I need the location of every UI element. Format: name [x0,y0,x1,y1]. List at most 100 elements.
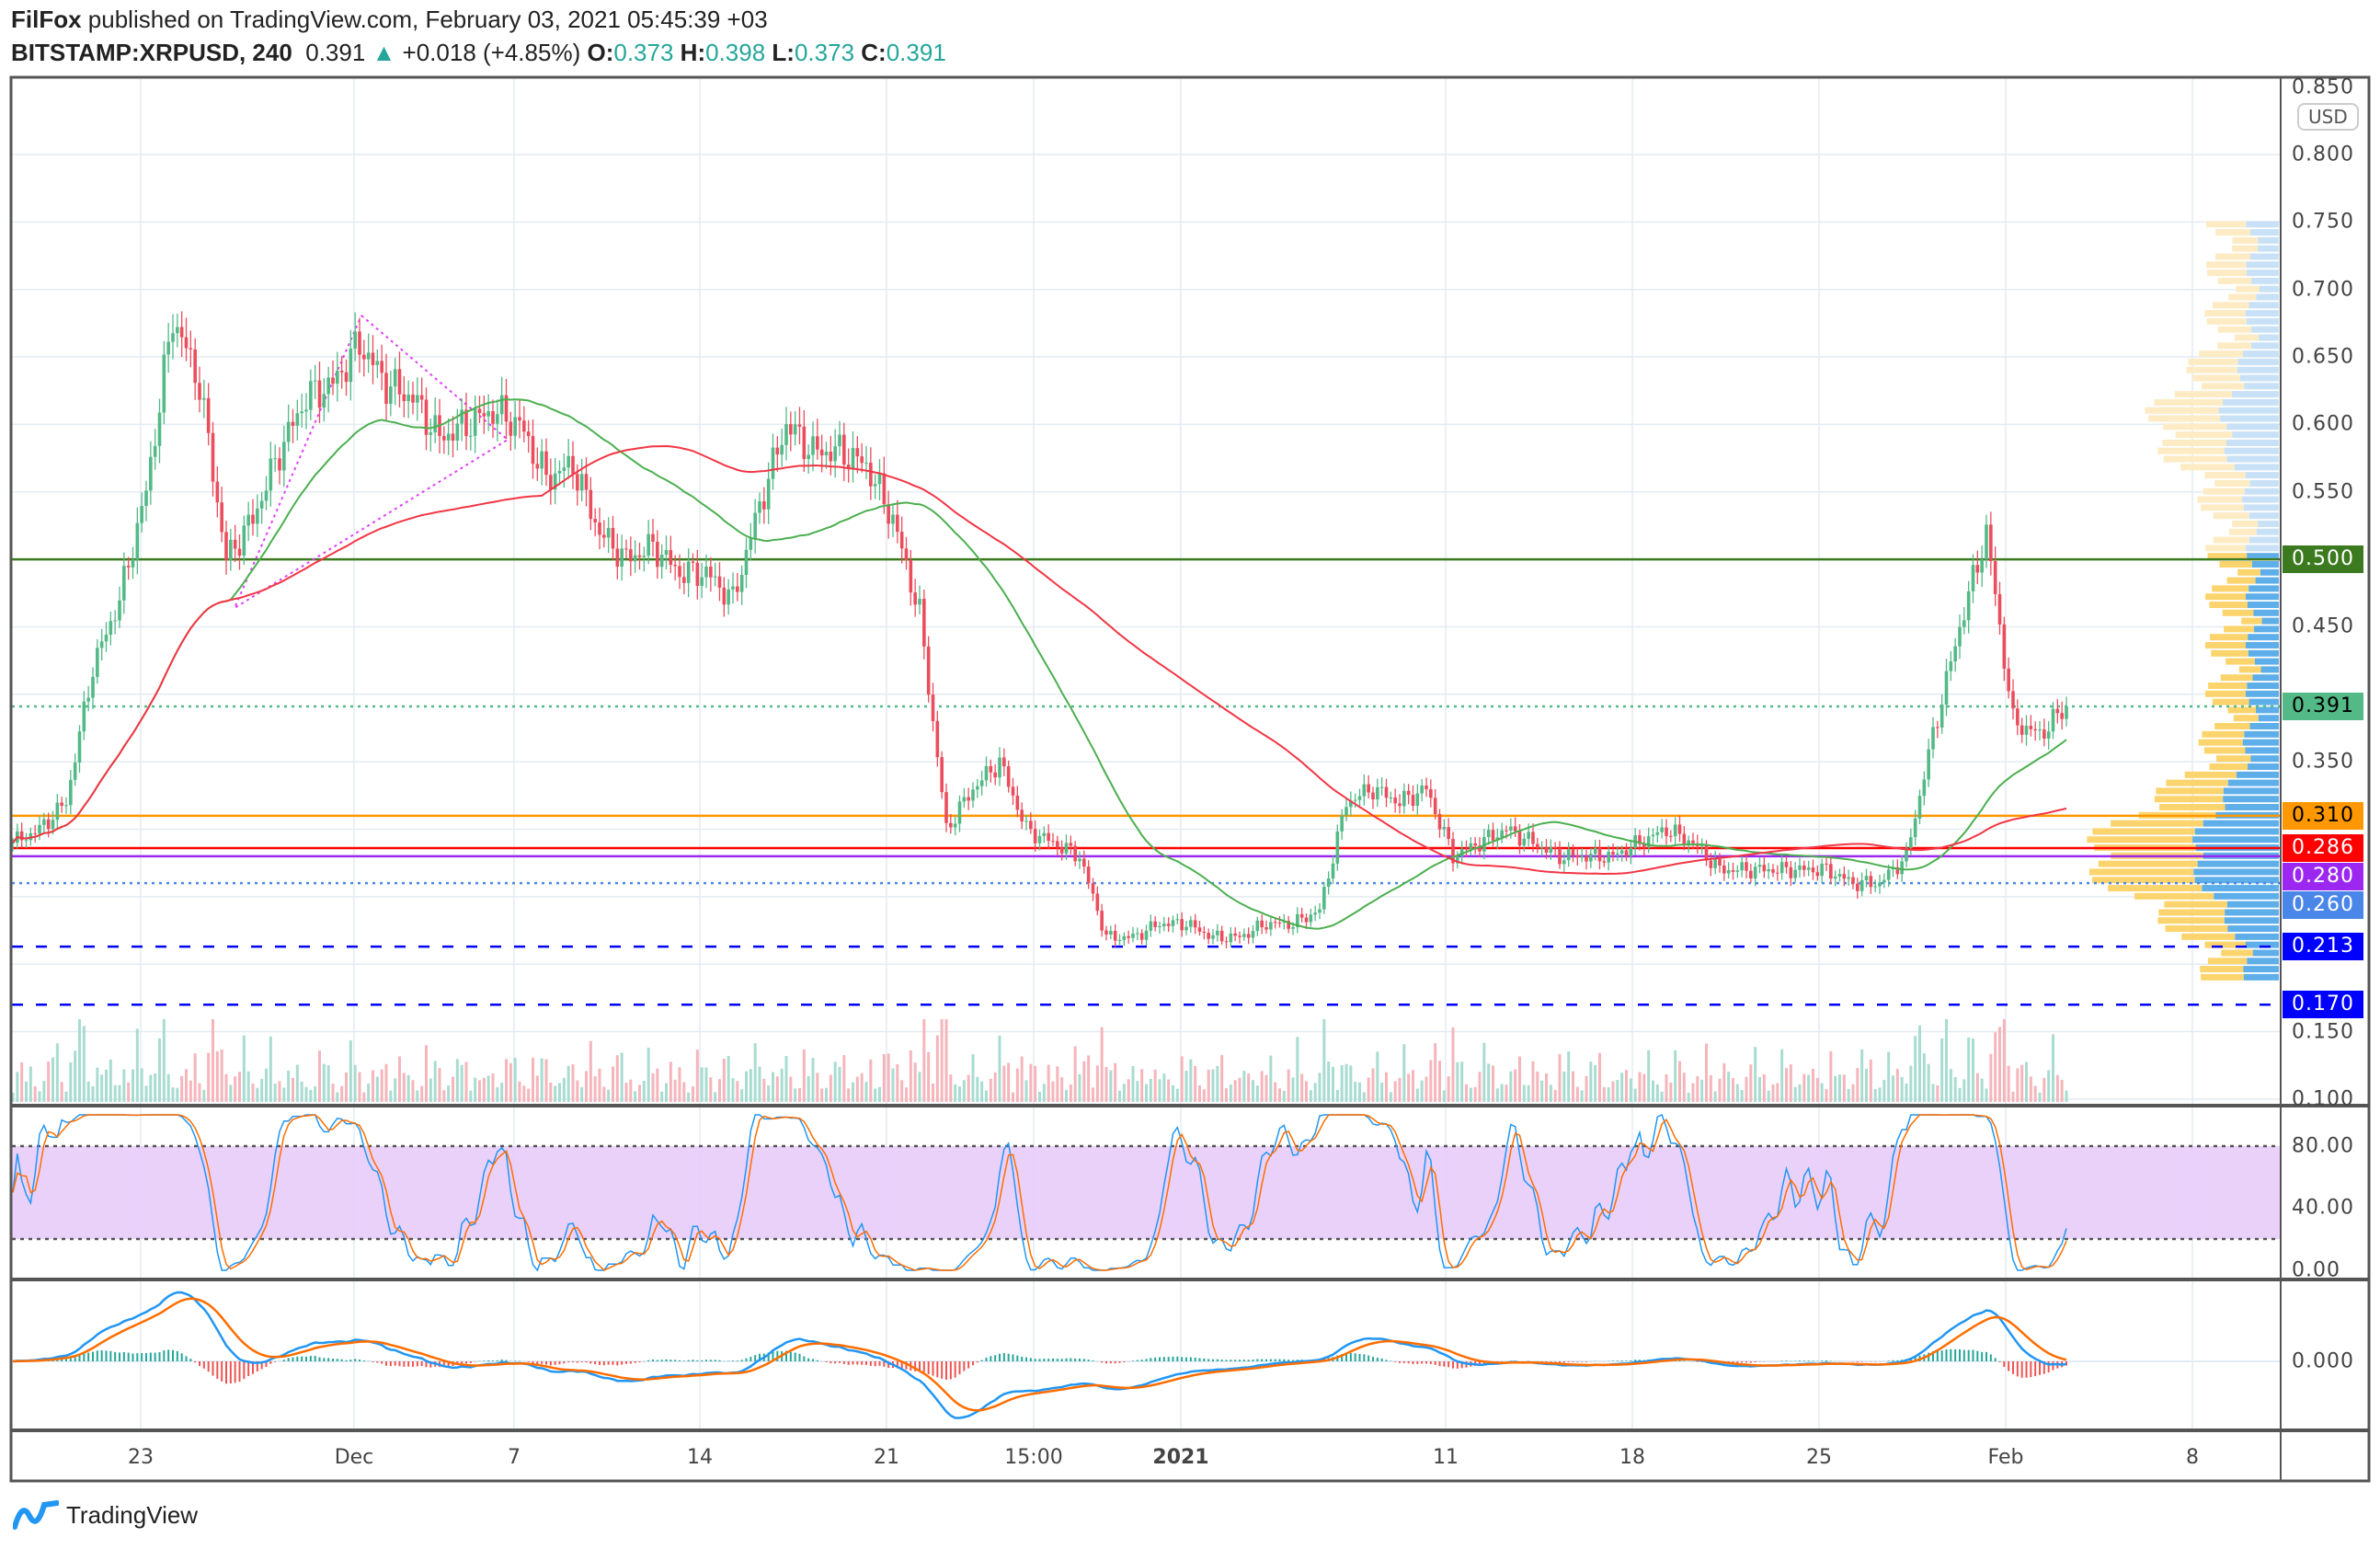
candle-body [802,426,807,460]
candle-body [1033,829,1037,843]
volume-bar [1638,1072,1642,1102]
candle-body [1793,869,1797,878]
candle-body [1024,820,1028,822]
volume-bar [1678,1061,1681,1102]
candle-body [553,473,557,490]
candle-body [451,433,455,441]
volume-bar [96,1067,99,1102]
open-value: 0.373 [613,39,674,66]
volume-bar [1652,1080,1654,1102]
candle-body [1833,876,1837,879]
volume-bar [544,1059,548,1102]
volume-bar [1749,1064,1753,1102]
candle-body [971,789,975,801]
candle-body [962,797,967,802]
profile-bar-down [2258,715,2279,722]
volume-bar [362,1092,366,1102]
stoch-label-80: 80.00 [2292,1134,2354,1158]
ma-slow-line [12,445,2067,875]
volume-bar [1358,1082,1361,1102]
profile-bar-down [2232,391,2279,398]
volume-bar [1727,1072,1731,1102]
profile-bar-down [2258,520,2279,527]
profile-bar-up [2215,229,2251,236]
candle-body [531,436,535,465]
volume-bar [1029,1063,1033,1102]
candle-body [1691,840,1695,843]
candle-body [1718,858,1722,866]
stoch-rsi [12,1113,2281,1272]
volume-bar [2033,1085,2037,1102]
candle-body [473,408,477,436]
volume-bar [220,1050,223,1102]
candle-body [722,587,727,605]
candle-body [753,512,757,539]
volume-bar [927,1051,931,1102]
symbol[interactable]: BITSTAMP:XRPUSD, 240 [11,39,292,66]
tradingview-logo-icon [13,1500,59,1530]
volume-bar [1962,1079,1966,1102]
candle-body [1624,850,1629,856]
volume-bar [372,1070,374,1102]
volume-bar [1562,1071,1566,1102]
volume-bar [909,1050,912,1102]
volume-bar [260,1078,264,1102]
volume-bar [1975,1073,1979,1102]
candle-body [1251,931,1255,938]
candle-body [153,445,157,457]
x-label: 15:00 [1004,1446,1063,1469]
candle-body [149,456,153,491]
profile-bar-down [2227,925,2279,933]
profile-bar-down [2248,585,2279,592]
volume-bar [838,1066,841,1102]
volume-bar [16,1072,19,1102]
candle-body [1296,913,1299,928]
volume-bar [318,1050,321,1102]
profile-bar-up [2200,966,2244,973]
volume-bar [2042,1077,2046,1102]
volume-bar [1931,1084,1935,1102]
candle-body [1136,933,1139,935]
x-label: 18 [1619,1446,1645,1469]
volume-bar [1531,1061,1535,1102]
volume-bar [900,1080,904,1102]
currency-badge[interactable]: USD [2297,103,2359,131]
tradingview-logo[interactable]: TradingView [13,1499,198,1531]
candle-body [642,556,646,557]
candle-body [526,431,531,437]
profile-bar-down [2226,455,2279,463]
candle-body [1806,867,1811,870]
volume-bar [345,1072,348,1102]
candles [11,311,2068,949]
candle-body [1953,646,1957,662]
profile-bar-down [2224,917,2279,924]
volume-bar [1354,1082,1357,1102]
candle-body [1242,934,1246,937]
profile-bar-down [2251,560,2279,568]
x-label: Dec [334,1446,374,1469]
volume-bar [1042,1084,1046,1102]
volume-bar [753,1043,757,1102]
profile-bar-down [2245,941,2279,948]
volume-bar [1780,1049,1784,1102]
profile-bar-down [2247,601,2279,608]
candle-body [331,377,335,384]
profile-bar-up [2203,747,2246,754]
volume-bar [140,1068,143,1102]
volume-bar [700,1067,704,1102]
candle-body [326,377,330,395]
volume-bar [127,1082,131,1102]
volume-profile [2087,221,2279,981]
volume-bar [624,1083,628,1102]
profile-bar-down [2226,901,2279,908]
candle-body [509,421,513,436]
candle-body [64,805,68,807]
candle-body [1158,925,1161,927]
volume-bar [1820,1083,1824,1102]
candle-body [371,352,375,365]
volume-bar [375,1076,379,1102]
profile-bar-down [2194,828,2279,835]
volume-bar [1669,1082,1673,1102]
volume-bar [1415,1088,1419,1102]
